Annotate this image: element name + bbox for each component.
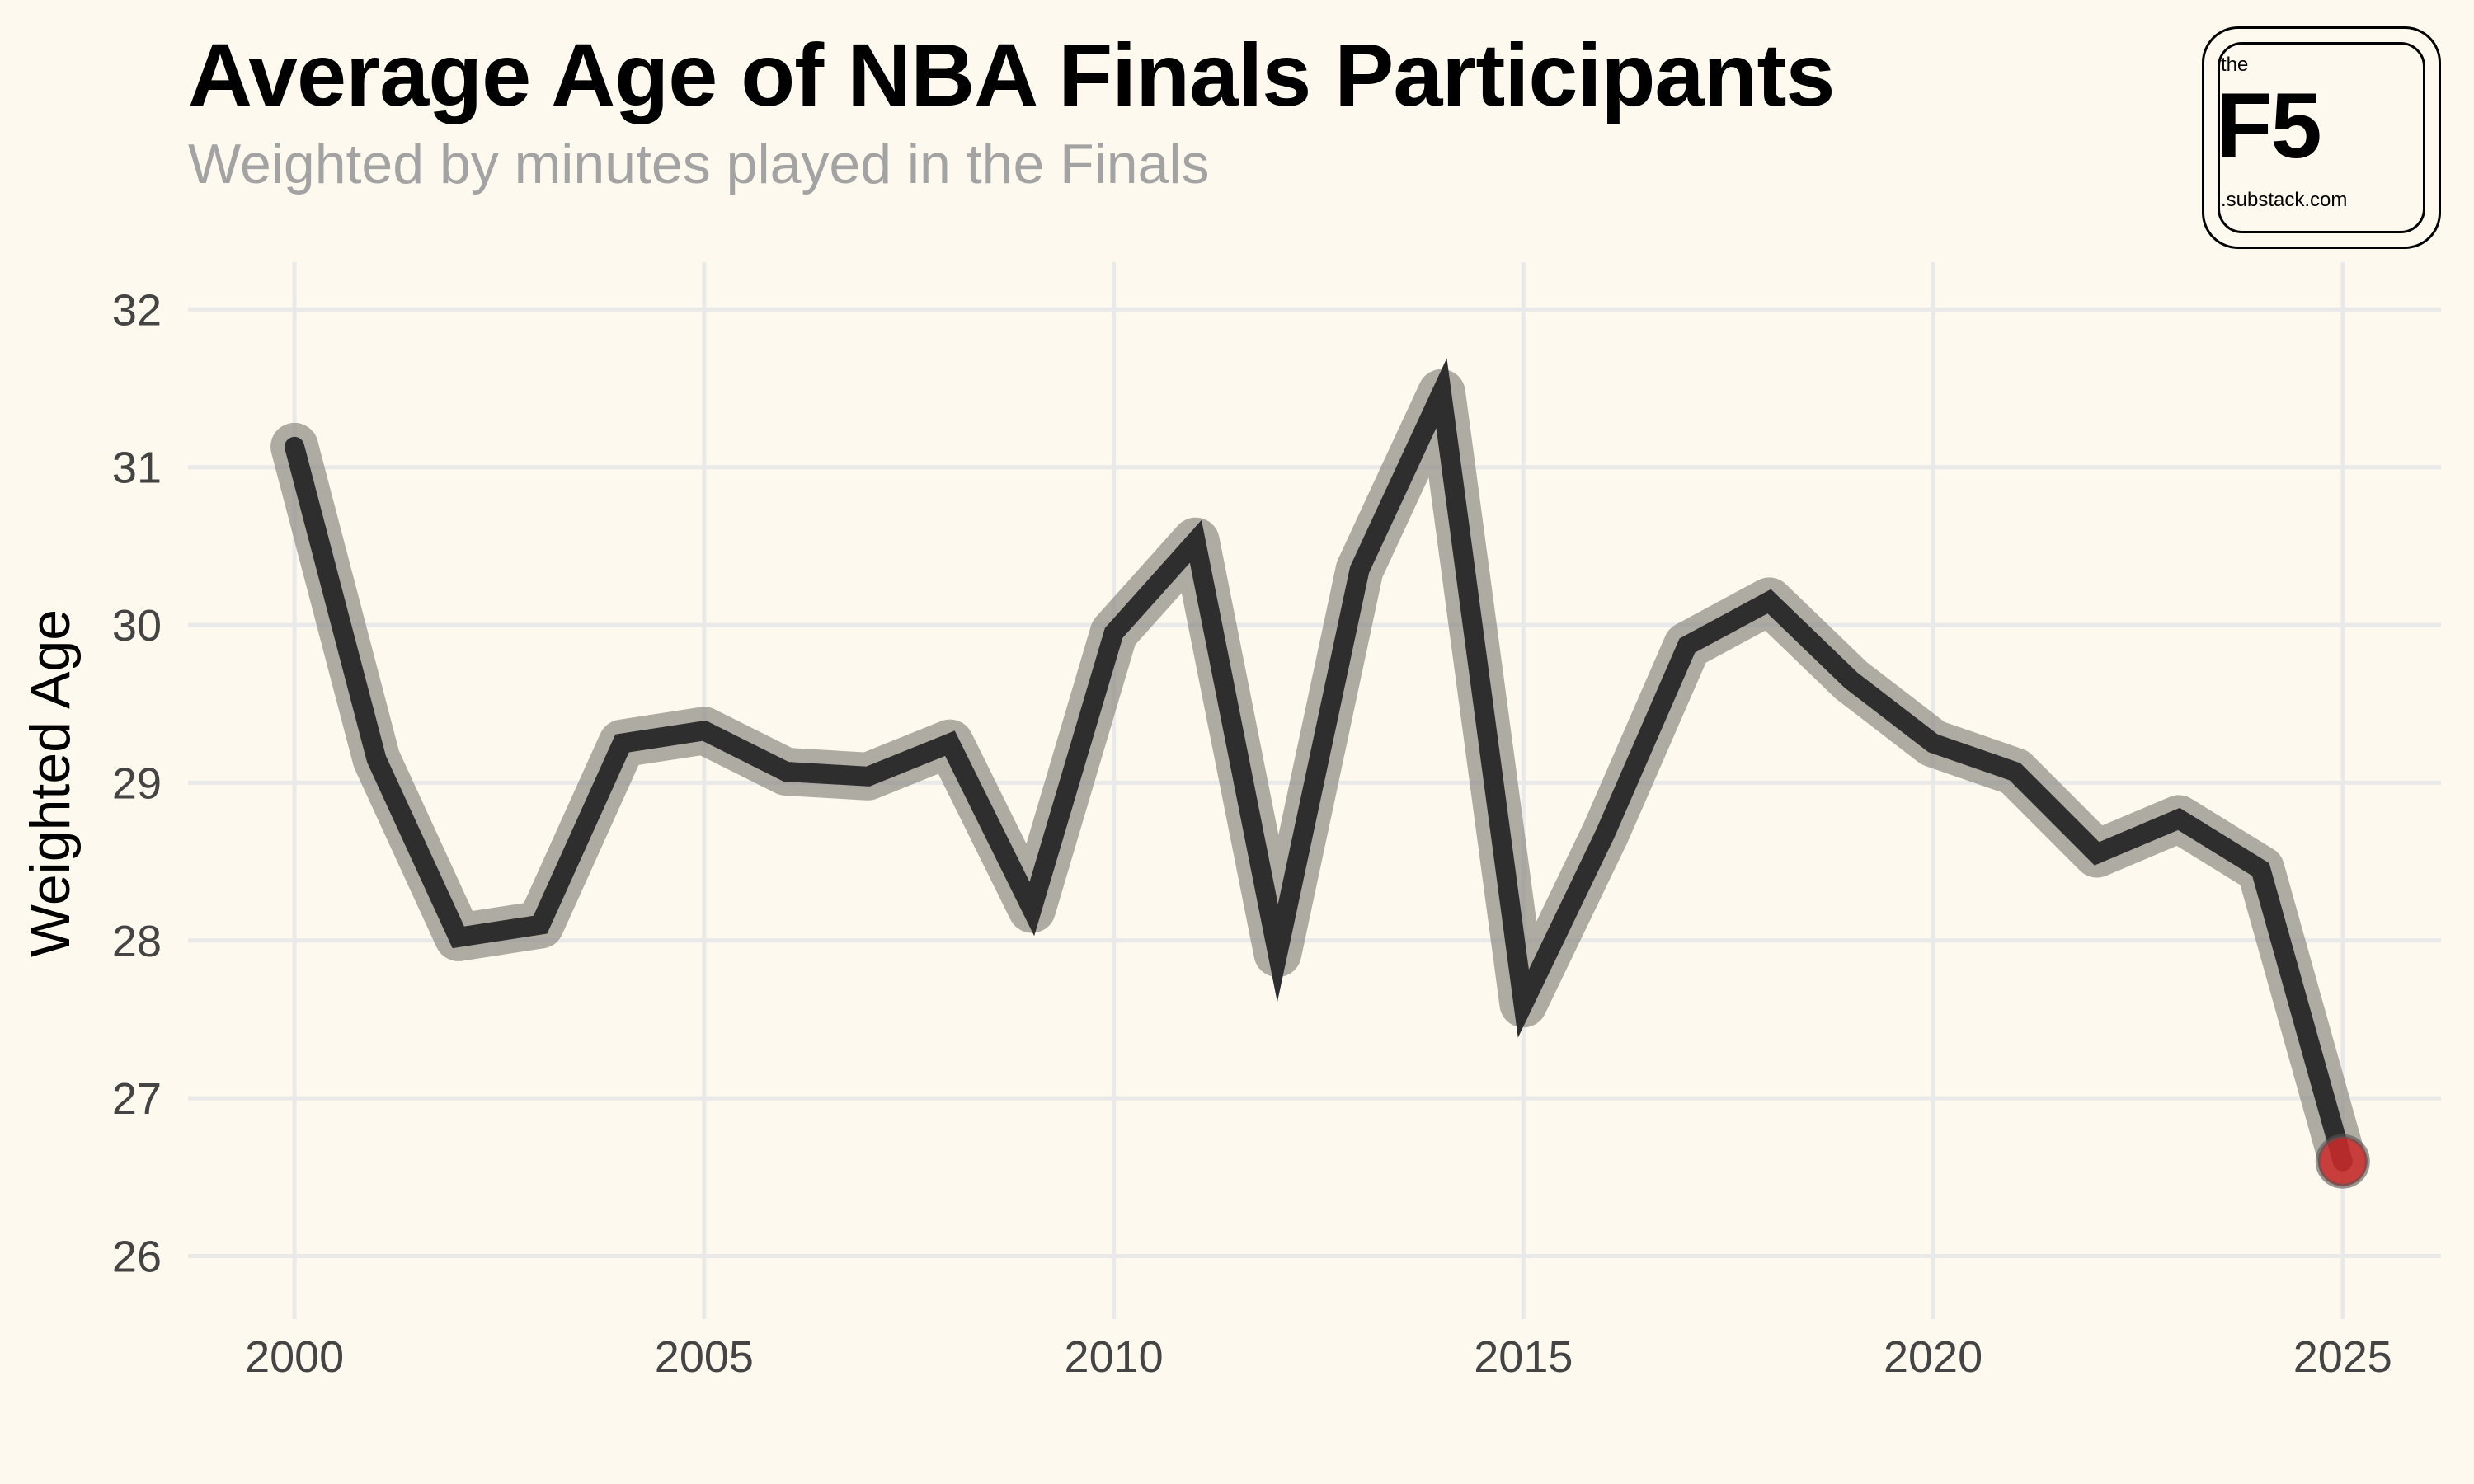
data-point-2018 — [1768, 600, 1770, 602]
x-tick-label-2005: 2005 — [655, 1332, 754, 1382]
x-tick-label-2000: 2000 — [245, 1332, 344, 1382]
y-tick-label-28: 28 — [112, 917, 162, 966]
data-point-2013 — [1359, 569, 1361, 571]
x-axis-ticks: 2000 2005 2010 2015 2020 2025 — [245, 1332, 2392, 1382]
page-subtitle: Weighted by minutes played in the Finals — [188, 133, 1210, 195]
data-points — [294, 392, 2370, 1189]
data-point-2022 — [2096, 853, 2098, 855]
data-point-2008 — [949, 743, 951, 744]
data-point-2019 — [1851, 679, 1852, 681]
x-tick-label-2010: 2010 — [1065, 1332, 1164, 1382]
data-point-2001 — [375, 758, 377, 760]
x-tick-label-2020: 2020 — [1884, 1332, 1982, 1382]
data-point-2016 — [1605, 833, 1606, 834]
data-point-2017 — [1686, 645, 1688, 646]
data-point-2002 — [458, 937, 459, 938]
y-tick-label-31: 31 — [112, 444, 162, 493]
y-axis-ticks: 26 27 28 29 30 31 32 — [112, 285, 162, 1281]
data-point-2020 — [1932, 743, 1934, 744]
data-point-2023 — [2178, 818, 2180, 819]
logo-domain-text: .substack.com — [2221, 189, 2348, 211]
y-tick-label-26: 26 — [112, 1232, 162, 1281]
f5-logo: the F5 .substack.com — [2202, 26, 2441, 249]
series-line — [285, 358, 2353, 1172]
data-point-2006 — [785, 771, 787, 773]
data-point-2012 — [1277, 952, 1278, 954]
y-tick-label-27: 27 — [112, 1074, 162, 1124]
logo-the-text: the — [2221, 54, 2249, 76]
logo-f5-text: F5 — [2216, 74, 2322, 177]
data-point-2000 — [294, 446, 295, 448]
y-tick-label-30: 30 — [112, 601, 162, 650]
data-point-2014 — [1441, 392, 1442, 394]
x-tick-label-2025: 2025 — [2293, 1332, 2392, 1382]
chart-grid — [188, 262, 2441, 1319]
data-point-2021 — [2014, 771, 2015, 773]
highlight-point-2025 — [2315, 1134, 2370, 1189]
data-point-2011 — [1195, 541, 1197, 542]
y-tick-label-29: 29 — [112, 758, 162, 808]
series-group — [270, 358, 2367, 1186]
y-axis-title: Weighted Age — [19, 609, 82, 957]
y-tick-label-32: 32 — [112, 285, 162, 335]
data-point-2009 — [1031, 909, 1032, 910]
data-point-2005 — [703, 730, 705, 731]
logo-inner-frame — [2218, 42, 2425, 233]
data-point-2015 — [1522, 1003, 1524, 1004]
data-point-2004 — [622, 743, 623, 744]
data-point-2024 — [2260, 869, 2261, 871]
page-title: Average Age of NBA Finals Participants — [188, 25, 1835, 124]
data-point-2007 — [868, 776, 869, 777]
data-point-2003 — [539, 924, 541, 926]
x-tick-label-2015: 2015 — [1474, 1332, 1573, 1382]
data-point-2010 — [1113, 632, 1115, 634]
